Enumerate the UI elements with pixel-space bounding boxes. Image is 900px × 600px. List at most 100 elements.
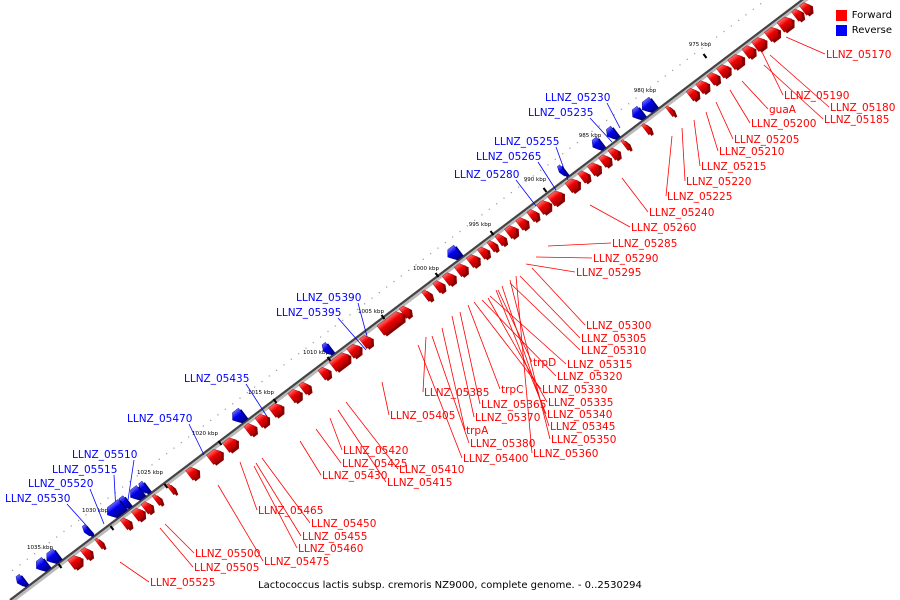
reverse-gene: [107, 498, 129, 519]
minor-tick: [518, 186, 520, 188]
gene-body: [80, 547, 92, 561]
minor-tick: [437, 247, 439, 249]
forward-gene-label: LLNZ_05330: [542, 384, 607, 396]
gene-body: [15, 573, 27, 587]
gene-body: [504, 225, 517, 240]
minor-tick: [122, 486, 124, 488]
tick-mark: [272, 398, 278, 404]
gene-body: [94, 537, 105, 550]
minor-tick: [166, 453, 168, 455]
reverse-gene: [130, 485, 147, 501]
reverse-gene: [36, 556, 52, 572]
forward-gene: [254, 414, 271, 429]
gene-body: [751, 37, 765, 52]
forward-gene: [494, 233, 509, 248]
legend-reverse-label: Reverse: [851, 25, 892, 36]
gene-body: [254, 414, 268, 429]
minor-tick: [327, 330, 329, 333]
gene-body: [36, 556, 50, 572]
tick-label: 995 kbp: [469, 222, 492, 228]
reverse-gene: [232, 407, 249, 424]
minor-tick: [232, 403, 234, 405]
minor-tick: [334, 325, 336, 327]
reverse-gene-label: LLNZ_05395: [276, 307, 341, 319]
forward-gene-label: LLNZ_05415: [387, 477, 452, 489]
forward-gene-label: LLNZ_05305: [581, 333, 646, 345]
minor-tick: [195, 430, 197, 433]
minor-tick: [298, 353, 300, 355]
gene-body: [695, 80, 708, 95]
minor-tick: [730, 25, 732, 27]
minor-tick: [92, 508, 94, 510]
forward-gene-label: LLNZ_05315: [567, 359, 632, 371]
forward-gene: [465, 254, 481, 269]
minor-tick: [393, 280, 395, 283]
minor-tick: [173, 447, 175, 449]
reverse-leader: [357, 302, 369, 341]
gene-body: [526, 209, 539, 223]
minor-tick: [136, 475, 138, 477]
gene-body: [243, 423, 256, 437]
minor-tick: [716, 36, 718, 38]
forward-gene: [206, 449, 224, 466]
forward-gene: [607, 147, 622, 162]
minor-tick: [356, 308, 358, 310]
forward-gene: [80, 547, 95, 562]
forward-gene: [221, 437, 239, 454]
gene-body: [151, 494, 162, 506]
tick-mark: [489, 230, 495, 236]
forward-leader: [261, 457, 311, 524]
forward-gene: [685, 88, 701, 103]
forward-gene: [504, 225, 520, 240]
minor-tick: [261, 380, 263, 383]
minor-tick: [320, 336, 322, 338]
forward-gene: [799, 2, 814, 17]
minor-tick: [576, 142, 578, 144]
minor-tick: [254, 386, 256, 388]
legend: Forward Reverse: [835, 8, 892, 38]
forward-leader: [487, 297, 548, 403]
minor-ticks: [12, 3, 762, 571]
forward-leader: [769, 54, 830, 108]
forward-leader: [665, 135, 673, 197]
forward-gene-label: LLNZ_05365: [481, 399, 546, 411]
gene-body: [607, 147, 620, 161]
gene-body: [515, 217, 528, 231]
forward-gene-label: LLNZ_05260: [631, 222, 696, 234]
reverse-leader: [89, 488, 105, 525]
gene-body: [346, 344, 361, 359]
tick-mark: [109, 525, 115, 531]
forward-gene-label: LLNZ_05205: [734, 134, 799, 146]
minor-tick: [430, 253, 432, 255]
forward-gene-label: LLNZ_05405: [390, 410, 455, 422]
gene-body: [321, 342, 333, 355]
forward-gene-label: LLNZ_05240: [649, 207, 714, 219]
forward-gene: [598, 154, 613, 169]
forward-gene: [706, 72, 722, 87]
forward-gene-label: LLNZ_05460: [298, 543, 363, 555]
forward-gene: [665, 105, 678, 118]
minor-tick: [400, 275, 402, 277]
tick-mark: [702, 53, 708, 59]
minor-tick: [210, 419, 212, 421]
forward-gene: [166, 483, 179, 496]
minor-tick: [488, 208, 490, 210]
tick-label: 985 kbp: [579, 133, 602, 139]
legend-reverse: Reverse: [835, 23, 892, 38]
minor-tick: [283, 364, 285, 366]
reverse-gene-label: LLNZ_05280: [454, 169, 519, 181]
forward-leader: [621, 177, 649, 213]
forward-gene: [477, 246, 492, 261]
forward-gene-label: LLNZ_05300: [586, 320, 651, 332]
tick-mark: [57, 563, 63, 569]
minor-tick: [752, 8, 754, 10]
reverse-gene-label: LLNZ_05265: [476, 151, 541, 163]
forward-gene: [536, 200, 553, 216]
forward-gene: [67, 555, 84, 571]
minor-tick: [459, 230, 461, 233]
reverse-leader: [537, 161, 557, 191]
forward-leader: [509, 282, 581, 351]
gene-body: [130, 485, 144, 500]
forward-gene: [298, 381, 313, 396]
forward-gene: [695, 80, 711, 95]
